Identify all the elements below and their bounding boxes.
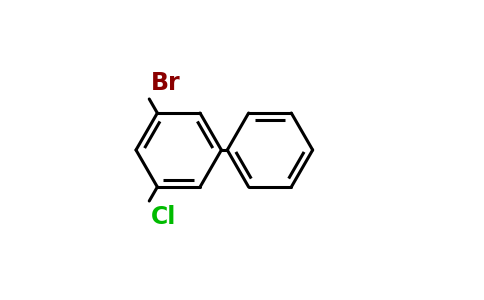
- Text: Cl: Cl: [151, 205, 176, 229]
- Text: Br: Br: [151, 71, 181, 95]
